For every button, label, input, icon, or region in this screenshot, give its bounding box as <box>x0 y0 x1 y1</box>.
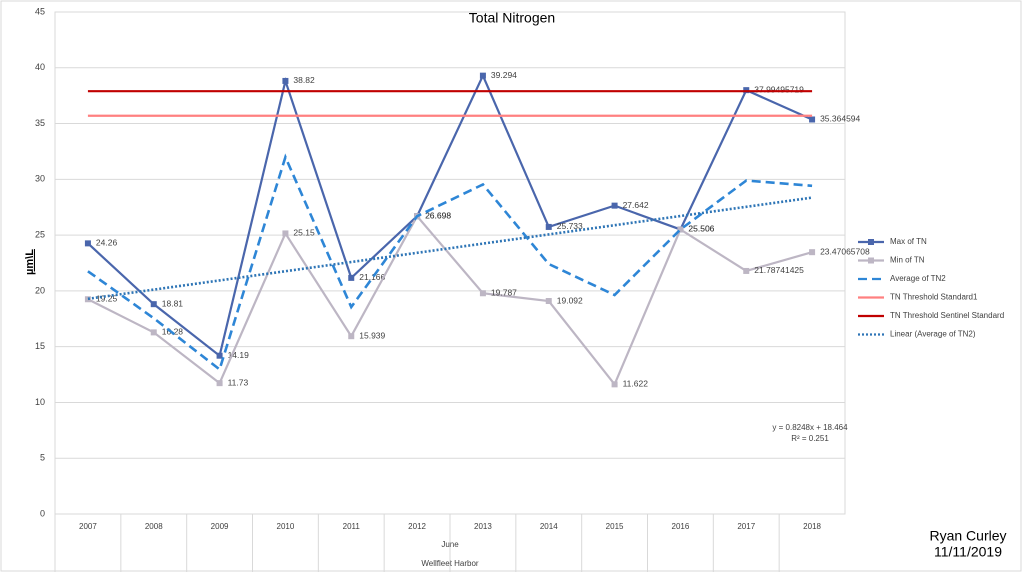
data-label: 21.78741425 <box>754 265 804 275</box>
x-tick-label: 2011 <box>343 522 361 531</box>
y-tick-label: 35 <box>35 118 45 128</box>
point-marker <box>743 267 750 274</box>
data-label: 39.294 <box>491 70 517 80</box>
legend-label: Max of TN <box>890 237 927 246</box>
point-marker <box>216 352 223 359</box>
point-marker <box>611 381 618 388</box>
data-label: 11.622 <box>623 379 649 389</box>
data-label: 35.364594 <box>820 114 860 124</box>
data-label: 26.698 <box>425 210 451 220</box>
y-tick-label: 5 <box>40 453 45 463</box>
data-label: 21.166 <box>359 272 385 282</box>
point-marker <box>150 329 157 336</box>
y-tick-label: 45 <box>35 6 45 16</box>
point-marker <box>545 298 552 305</box>
x-tick-label: 2016 <box>672 522 690 531</box>
point-marker <box>348 333 355 340</box>
chart-title: Total Nitrogen <box>469 10 555 26</box>
x-tick-label: 2007 <box>79 522 97 531</box>
point-marker <box>677 226 684 233</box>
legend-label: Average of TN2 <box>890 274 946 283</box>
y-tick-label: 25 <box>35 229 45 239</box>
y-tick-label: 0 <box>40 508 45 518</box>
trend-r2: R² = 0.251 <box>791 434 829 443</box>
point-marker <box>84 296 91 303</box>
y-tick-label: 20 <box>35 285 45 295</box>
data-label: 23.47065708 <box>820 246 870 256</box>
point-marker <box>216 380 223 387</box>
y-tick-label: 40 <box>35 62 45 72</box>
data-label: 37.99495719 <box>754 84 804 94</box>
trend-equation: y = 0.8248x + 18.464 <box>772 423 848 432</box>
legend-label: TN Threshold Standard1 <box>890 293 978 302</box>
x-tick-label: 2010 <box>277 522 295 531</box>
point-marker <box>809 116 816 123</box>
legend-label: Linear (Average of TN2) <box>890 330 976 339</box>
x-tick-label: 2013 <box>474 522 492 531</box>
data-label: 25.15 <box>293 228 315 238</box>
y-axis-label: µm\L <box>24 249 36 275</box>
data-label: 15.939 <box>359 330 385 340</box>
x-tick-label: 2012 <box>408 522 426 531</box>
y-tick-label: 10 <box>35 397 45 407</box>
point-marker <box>282 230 289 237</box>
point-marker <box>84 240 91 247</box>
legend-label: TN Threshold Sentinel Standard <box>890 311 1004 320</box>
data-label: 27.642 <box>623 200 649 210</box>
y-tick-label: 15 <box>35 341 45 351</box>
date: 11/11/2019 <box>934 544 1002 560</box>
data-label: 19.787 <box>491 288 517 298</box>
data-label: 19.25 <box>96 294 118 304</box>
series-line <box>87 196 813 301</box>
legend-marker <box>868 257 874 264</box>
data-label: 14.19 <box>228 350 250 360</box>
x-tick-label: 2009 <box>211 522 229 531</box>
data-label: 24.26 <box>96 238 118 248</box>
data-label: 26.698 <box>425 210 451 220</box>
point-marker <box>348 274 355 281</box>
data-label: 38.82 <box>293 75 315 85</box>
legend-marker <box>868 239 874 245</box>
x-tick-label: 2017 <box>737 522 755 531</box>
data-label: 18.81 <box>162 298 184 308</box>
point-marker <box>479 72 486 79</box>
point-marker <box>545 223 552 230</box>
data-label: 19.092 <box>557 295 583 305</box>
point-marker <box>809 249 816 256</box>
x-tick-label: 2015 <box>606 522 624 531</box>
author: Ryan Curley <box>929 528 1006 544</box>
data-label: 25.506 <box>688 224 714 234</box>
series-line <box>87 72 813 358</box>
x-tick-label: 2014 <box>540 522 558 531</box>
x-tick-label: 2018 <box>803 522 821 531</box>
legend-label: Min of TN <box>890 256 925 265</box>
point-marker <box>479 290 486 297</box>
point-marker <box>150 301 157 308</box>
y-tick-label: 30 <box>35 174 45 184</box>
data-label: 25.733 <box>557 221 583 231</box>
point-marker <box>611 202 618 209</box>
point-marker <box>282 77 289 84</box>
data-label: 11.73 <box>228 377 249 387</box>
x-tick-label: 2008 <box>145 522 163 531</box>
series-line <box>87 214 813 387</box>
data-label: 25.506 <box>688 224 714 234</box>
